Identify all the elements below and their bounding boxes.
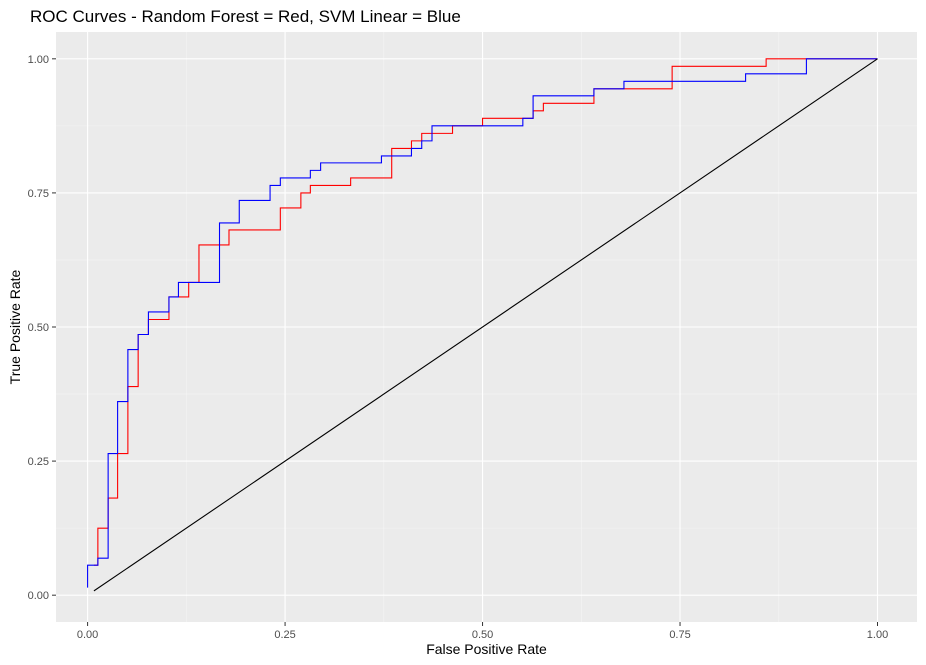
- y-axis-title: True Positive Rate: [7, 269, 23, 384]
- y-tick-label: 0.25: [28, 456, 49, 468]
- y-tick-label: 0.50: [28, 322, 49, 334]
- y-tick-label: 1.00: [28, 54, 49, 66]
- y-axis-ticks: 0.00 0.25 0.50 0.75 1.00: [28, 54, 56, 602]
- diagonal-reference-line: [93, 58, 878, 592]
- x-tick-label: 0.75: [669, 629, 690, 641]
- svm-linear-curve: [87, 58, 878, 588]
- x-tick-label: 0.25: [274, 629, 295, 641]
- series-layer: [87, 58, 878, 592]
- y-tick-label: 0.00: [28, 590, 49, 602]
- x-tick-label: 0.50: [472, 629, 493, 641]
- chart-title: ROC Curves - Random Forest = Red, SVM Li…: [30, 7, 461, 26]
- x-tick-label: 1.00: [867, 629, 888, 641]
- x-axis-ticks: 0.00 0.25 0.50 0.75 1.00: [77, 622, 888, 641]
- y-tick-label: 0.75: [28, 188, 49, 200]
- x-axis-title: False Positive Rate: [426, 641, 547, 657]
- x-tick-label: 0.00: [77, 629, 98, 641]
- random-forest-curve: [93, 58, 878, 566]
